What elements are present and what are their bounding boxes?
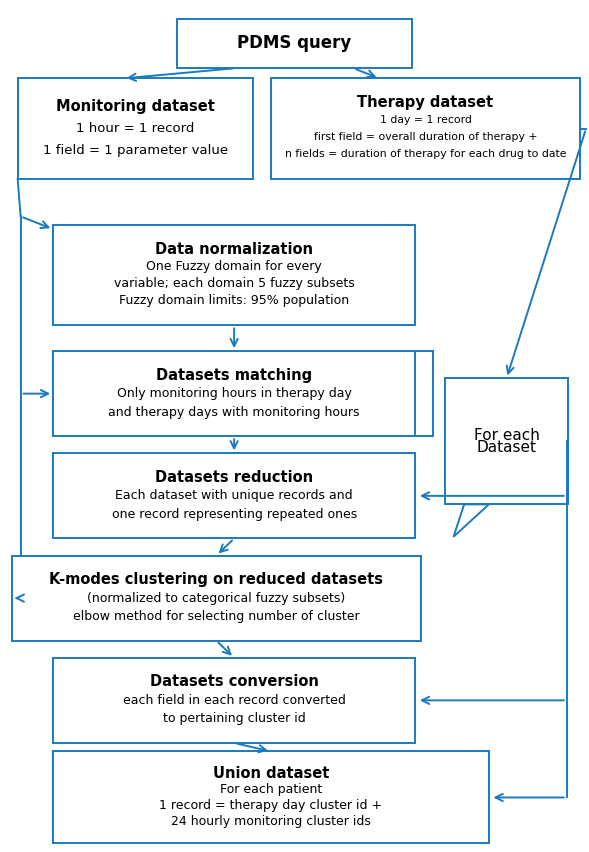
FancyBboxPatch shape [53, 751, 489, 843]
Text: 24 hourly monitoring cluster ids: 24 hourly monitoring cluster ids [171, 815, 371, 827]
Text: One Fuzzy domain for every: One Fuzzy domain for every [146, 260, 322, 273]
Text: For each patient: For each patient [220, 783, 322, 796]
Text: Datasets conversion: Datasets conversion [150, 675, 319, 689]
Text: Therapy dataset: Therapy dataset [358, 95, 494, 111]
Text: to pertaining cluster id: to pertaining cluster id [163, 712, 306, 725]
Text: Fuzzy domain limits: 95% population: Fuzzy domain limits: 95% population [119, 295, 349, 308]
Text: and therapy days with monitoring hours: and therapy days with monitoring hours [108, 406, 360, 418]
FancyBboxPatch shape [271, 78, 580, 179]
Text: each field in each record converted: each field in each record converted [123, 694, 346, 707]
FancyBboxPatch shape [12, 556, 421, 641]
Text: For each: For each [474, 428, 540, 443]
Text: Data normalization: Data normalization [155, 242, 313, 257]
Text: Datasets matching: Datasets matching [156, 368, 312, 383]
Text: Union dataset: Union dataset [213, 767, 329, 781]
FancyBboxPatch shape [53, 453, 415, 538]
Text: one record representing repeated ones: one record representing repeated ones [111, 508, 357, 521]
Text: n fields = duration of therapy for each drug to date: n fields = duration of therapy for each … [285, 149, 566, 159]
Text: (normalized to categorical fuzzy subsets): (normalized to categorical fuzzy subsets… [87, 591, 346, 605]
Text: Datasets reduction: Datasets reduction [155, 470, 313, 485]
Text: Only monitoring hours in therapy day: Only monitoring hours in therapy day [117, 387, 352, 400]
Text: Each dataset with unique records and: Each dataset with unique records and [115, 489, 353, 503]
FancyBboxPatch shape [445, 378, 568, 504]
Text: 1 field = 1 parameter value: 1 field = 1 parameter value [43, 144, 228, 157]
Text: variable; each domain 5 fuzzy subsets: variable; each domain 5 fuzzy subsets [114, 277, 355, 291]
Text: first field = overall duration of therapy +: first field = overall duration of therap… [314, 132, 537, 142]
Text: Monitoring dataset: Monitoring dataset [56, 100, 215, 114]
Text: 1 hour = 1 record: 1 hour = 1 record [77, 122, 194, 135]
FancyBboxPatch shape [18, 78, 253, 179]
Text: Dataset: Dataset [477, 440, 537, 455]
Text: 1 day = 1 record: 1 day = 1 record [380, 115, 471, 125]
Text: elbow method for selecting number of cluster: elbow method for selecting number of clu… [73, 610, 360, 623]
Polygon shape [454, 504, 489, 537]
Text: PDMS query: PDMS query [237, 34, 352, 53]
FancyBboxPatch shape [177, 19, 412, 68]
FancyBboxPatch shape [53, 351, 415, 436]
Text: 1 record = therapy day cluster id +: 1 record = therapy day cluster id + [160, 799, 382, 812]
FancyBboxPatch shape [53, 225, 415, 325]
Text: K-modes clustering on reduced datasets: K-modes clustering on reduced datasets [49, 573, 383, 587]
FancyBboxPatch shape [53, 658, 415, 743]
